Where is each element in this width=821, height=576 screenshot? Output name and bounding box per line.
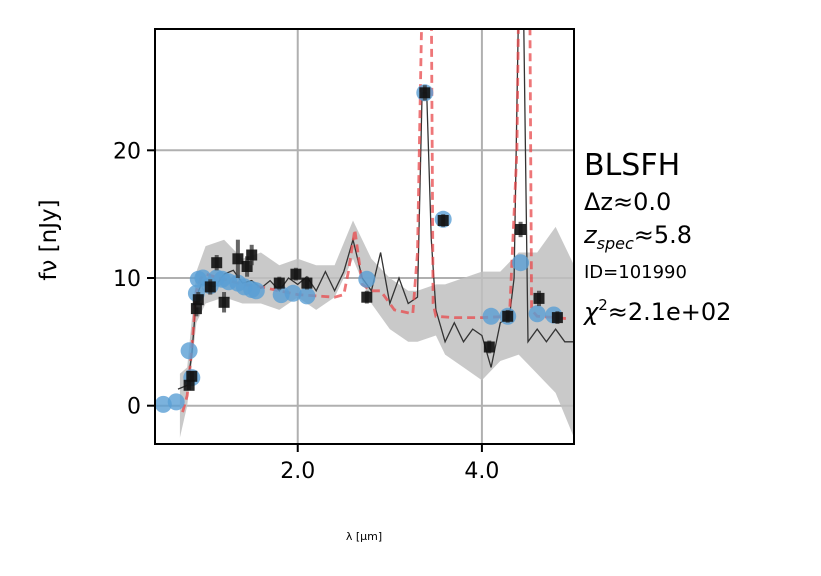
x-tick-label: 4.0	[464, 459, 499, 484]
grid-lines	[155, 29, 574, 444]
z-subscript: spec	[597, 234, 634, 253]
observed-point	[247, 282, 265, 300]
uncertainty-band	[179, 220, 574, 438]
source-name: BLSFH	[584, 148, 680, 183]
model-point	[232, 253, 244, 265]
model-point	[301, 277, 313, 289]
y-axis-label: fν [nJy]	[36, 199, 62, 280]
observed-point	[180, 342, 198, 360]
axis-ticks: 2.0 4.0 0 10 20	[113, 139, 499, 484]
model-point	[241, 261, 253, 272]
model-point	[192, 294, 204, 306]
model-point	[437, 215, 449, 226]
uncertainty-band-layer	[179, 220, 574, 438]
chi-symbol: χ	[582, 298, 599, 326]
observed-point	[298, 287, 316, 305]
observed-point	[167, 393, 185, 411]
observed-point	[482, 307, 500, 325]
object-id: ID=101990	[584, 262, 687, 283]
z-symbol: z	[583, 221, 598, 249]
model-point	[183, 379, 195, 391]
model-point	[190, 303, 202, 315]
model-spectrum-line	[177, 29, 574, 390]
model-point	[211, 257, 223, 269]
x-axis-label: λ [μm]	[346, 530, 382, 543]
z-value: ≈5.8	[634, 221, 692, 249]
observed-point	[528, 305, 546, 323]
chi-square: χ2≈2.1e+02	[582, 296, 731, 326]
model-point	[186, 370, 198, 382]
y-tick-label: 0	[127, 395, 141, 420]
model-point	[551, 312, 563, 324]
model-photometry-layer	[183, 85, 563, 391]
model-point	[515, 224, 527, 235]
model-point	[204, 281, 216, 293]
model-point	[218, 296, 230, 308]
y-tick-label: 20	[113, 139, 141, 164]
model-spectrum-layer	[177, 29, 574, 390]
chi-superscript: 2	[598, 296, 608, 314]
model-point	[273, 277, 285, 289]
observed-point	[155, 395, 172, 413]
model-point	[361, 291, 373, 303]
model-point	[483, 341, 495, 353]
model-point	[502, 310, 514, 322]
chi-value: ≈2.1e+02	[608, 298, 732, 326]
delta-z: Δz≈0.0	[584, 188, 671, 216]
x-tick-label: 2.0	[280, 459, 315, 484]
observed-point	[284, 284, 302, 302]
model-point	[419, 87, 431, 99]
model-point	[290, 268, 302, 280]
observed-point	[512, 254, 530, 272]
observed-point	[358, 270, 376, 288]
plot-frame	[154, 28, 575, 445]
model-point	[533, 292, 545, 304]
y-tick-label: 10	[113, 267, 141, 292]
z-spec: zspec≈5.8	[583, 221, 692, 253]
model-point	[246, 249, 258, 261]
